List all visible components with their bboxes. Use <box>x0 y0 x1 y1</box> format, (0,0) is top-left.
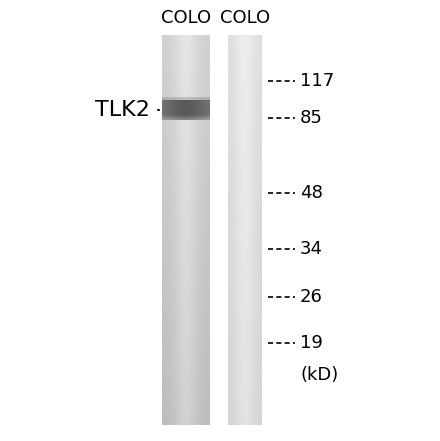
Text: TLK2: TLK2 <box>95 100 150 120</box>
Text: 85: 85 <box>300 108 323 127</box>
Text: COLO: COLO <box>220 9 270 27</box>
Text: 26: 26 <box>300 288 323 306</box>
Text: 19: 19 <box>300 334 323 352</box>
Text: 48: 48 <box>300 184 323 202</box>
Text: 117: 117 <box>300 72 334 90</box>
Text: (kD): (kD) <box>300 366 338 385</box>
Text: COLO: COLO <box>161 9 211 27</box>
Text: 34: 34 <box>300 240 323 258</box>
